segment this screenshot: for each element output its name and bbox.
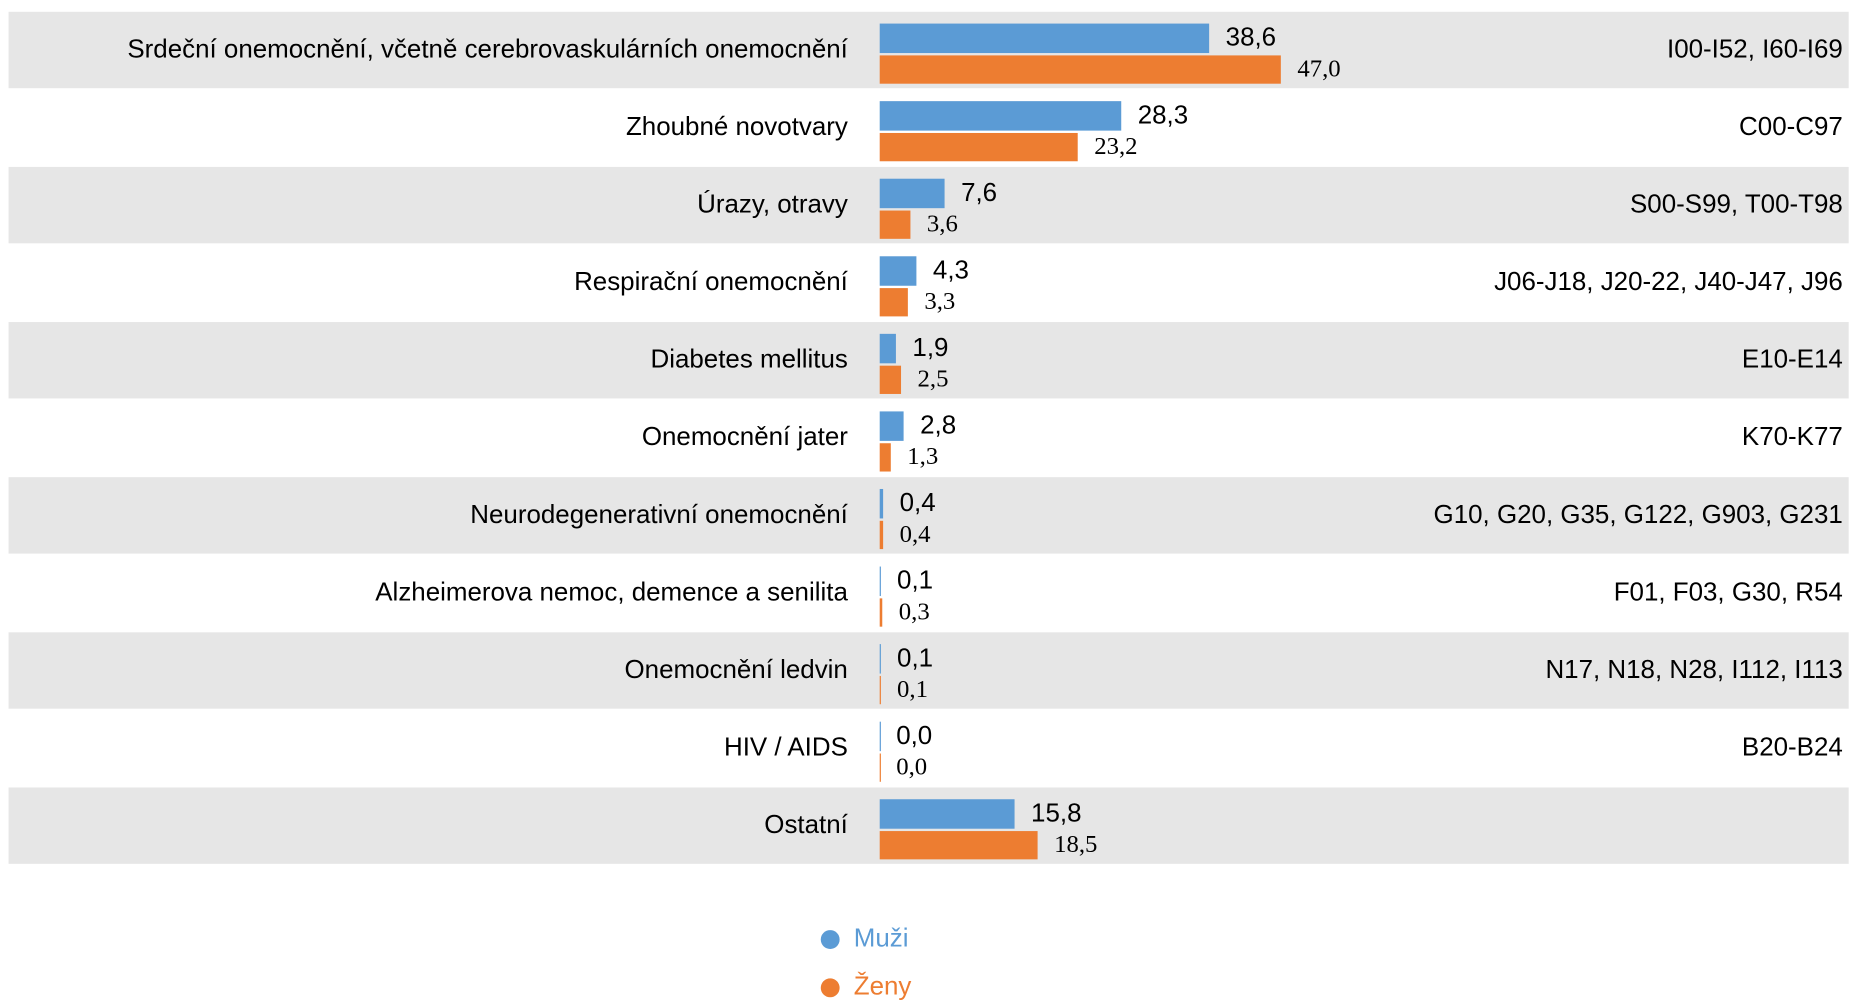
code-label: E10-E14 <box>1742 346 1843 374</box>
value-label: 1,3 <box>907 443 938 470</box>
value-label: 7,6 <box>961 179 997 207</box>
bar <box>879 333 896 364</box>
value-label: 0,4 <box>900 489 936 517</box>
value-label: 0,1 <box>897 644 933 672</box>
value-label: 0,0 <box>896 722 932 750</box>
bar <box>879 644 881 674</box>
code-label: K70-K77 <box>1742 423 1843 451</box>
category-label: Neurodegenerativní onemocnění <box>470 501 848 529</box>
bar <box>879 566 881 597</box>
code-label: C00-C97 <box>1739 113 1843 141</box>
code-label: I00-I52, I60-I69 <box>1667 35 1843 63</box>
bar <box>879 365 902 394</box>
category-label: Onemocnění ledvin <box>625 656 848 684</box>
bar <box>879 488 884 519</box>
bar <box>879 520 884 550</box>
code-label: B20-B24 <box>1742 734 1843 762</box>
legend-marker <box>820 930 840 949</box>
bar <box>879 753 881 782</box>
category-label: HIV / AIDS <box>724 734 848 762</box>
legend-label: Muži <box>854 924 909 952</box>
code-label: N17, N18, N28, I112, I113 <box>1545 656 1842 684</box>
value-label: 23,2 <box>1094 133 1137 160</box>
bar <box>879 55 1281 84</box>
bar <box>879 178 945 209</box>
value-label: 0,0 <box>896 754 927 781</box>
category-label: Respirační onemocnění <box>574 268 849 296</box>
bar <box>879 132 1078 162</box>
value-label: 0,1 <box>897 676 928 703</box>
row-band <box>8 322 1849 399</box>
value-label: 4,3 <box>933 256 969 284</box>
category-label: Úrazy, otravy <box>697 190 848 219</box>
value-label: 1,9 <box>912 334 948 362</box>
bar <box>879 23 1210 54</box>
bar <box>879 411 904 441</box>
value-label: 2,8 <box>920 412 956 440</box>
value-label: 15,8 <box>1031 799 1081 827</box>
value-label: 0,3 <box>899 598 930 625</box>
row-band <box>8 477 1849 554</box>
bar <box>879 675 881 705</box>
category-label: Alzheimerova nemoc, demence a senilita <box>375 578 848 606</box>
category-label: Zhoubné novotvary <box>626 113 848 141</box>
category-label: Ostatní <box>764 811 848 839</box>
category-label: Srdeční onemocnění, včetně cerebrovaskul… <box>127 35 848 63</box>
legend-label: Ženy <box>854 972 912 1001</box>
code-label: F01, F03, G30, R54 <box>1614 578 1843 606</box>
value-label: 47,0 <box>1297 55 1340 82</box>
category-label: Diabetes mellitus <box>650 346 847 374</box>
bar <box>879 831 1038 860</box>
legend-marker <box>820 978 840 998</box>
row-band <box>8 632 1849 709</box>
value-label: 28,3 <box>1138 101 1188 129</box>
value-label: 0,4 <box>900 521 931 548</box>
bar <box>879 443 891 472</box>
value-label: 3,3 <box>924 288 955 315</box>
bar <box>879 799 1015 829</box>
value-label: 0,1 <box>897 567 933 595</box>
code-label: J06-J18, J20-22, J40-J47, J96 <box>1494 268 1843 296</box>
bar <box>879 598 883 627</box>
value-label: 2,5 <box>918 366 949 393</box>
value-label: 18,5 <box>1054 831 1097 858</box>
bar <box>879 101 1122 131</box>
value-label: 3,6 <box>927 211 958 238</box>
category-label: Onemocnění jater <box>642 423 848 451</box>
bar <box>879 256 917 286</box>
bar <box>879 288 908 317</box>
bar <box>879 210 911 239</box>
bar <box>879 721 881 752</box>
value-label: 38,6 <box>1226 24 1276 52</box>
code-label: G10, G20, G35, G122, G903, G231 <box>1434 501 1843 529</box>
code-label: S00-S99, T00-T98 <box>1630 191 1843 219</box>
